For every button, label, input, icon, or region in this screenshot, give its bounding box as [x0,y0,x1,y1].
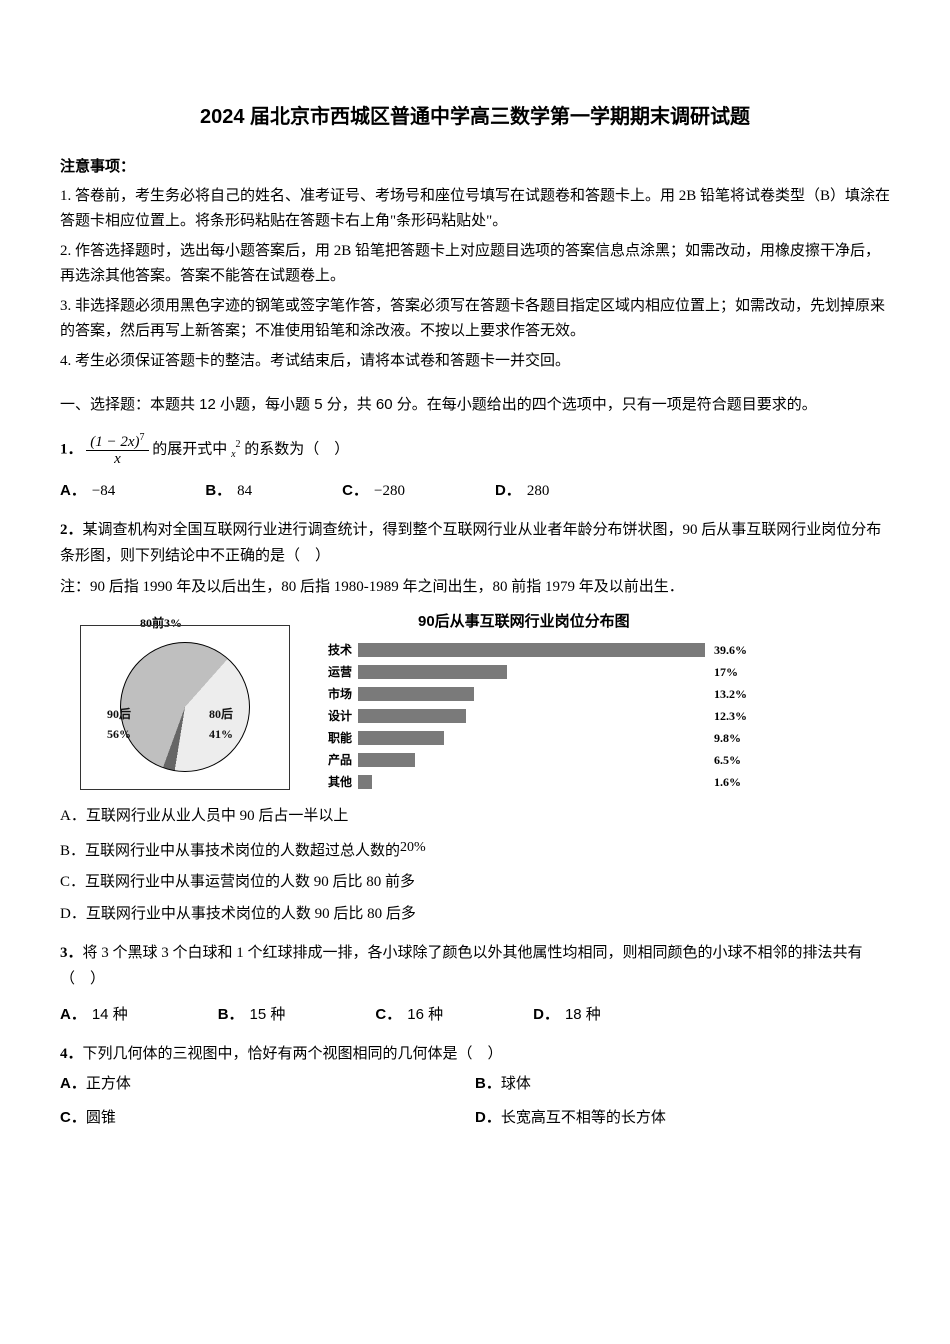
q4-opt-b: 球体 [501,1075,531,1092]
bar-row: 产品 6.5% [318,750,890,770]
opt-label: A． [60,478,86,504]
note-item: 1. 答卷前，考生务必将自己的姓名、准考证号、考场号和座位号填写在试题卷和答题卡… [60,184,890,235]
section-1-heading: 一、选择题：本题共 12 小题，每小题 5 分，共 60 分。在每小题给出的四个… [60,392,890,418]
bar-category: 技术 [318,640,358,660]
pie-chart: 80前3% 90后 56% 80后 41% [80,613,300,790]
bar-value: 17% [714,662,738,682]
q4-number: 4． [60,1046,83,1062]
bar-row: 其他 1.6% [318,772,890,792]
bar-category: 产品 [318,750,358,770]
bar-value: 39.6% [714,640,747,660]
question-4: 4．下列几何体的三视图中，恰好有两个视图相同的几何体是（ ） A．正方体 B．球… [60,1042,890,1131]
bar-fill [358,731,444,745]
q1-x2-base: x [231,449,235,460]
bar-title: 90后从事互联网行业岗位分布图 [418,609,890,635]
opt-label: C． [342,478,368,504]
bar-row: 职能 9.8% [318,728,890,748]
q2-charts: 80前3% 90后 56% 80后 41% 90后从事互联网行业岗位分布图 技术… [80,609,890,795]
q1-fraction: (1 − 2x)7 x [86,432,148,468]
note-item: 3. 非选择题必须用黑色字迹的钢笔或签字笔作答，答案必须写在答题卡各题目指定区域… [60,294,890,345]
bar-fill [358,643,705,657]
bar-fill [358,775,372,789]
q4-options: A．正方体 B．球体 C．圆锥 D．长宽高互不相等的长方体 [60,1071,890,1130]
q3-opt-d: 18 种 [565,1002,601,1028]
opt-label: B． [205,478,231,504]
q2-opt-d: D．互联网行业中从事技术岗位的人数 90 后比 80 后多 [60,902,890,928]
q4-opt-d: 长宽高互不相等的长方体 [501,1109,666,1126]
opt-label: A． [60,1002,86,1028]
q2-note: 注：90 后指 1990 年及以后出生，80 后指 1980-1989 年之间出… [60,579,684,595]
q1-mid: 的展开式中 [152,441,231,457]
bar-value: 6.5% [714,750,741,770]
q1-options: A． −84 B．84 C．−280 D． 280 [60,478,890,505]
q1-frac-den: x [86,451,148,468]
q3-opt-a: 14 种 [92,1002,128,1028]
q4-opt-a: 正方体 [86,1075,131,1092]
q2-opt-b: B．互联网行业中从事技术岗位的人数超过总人数的20% [60,836,890,865]
q3-opt-c: 16 种 [407,1002,443,1028]
bar-category: 市场 [318,684,358,704]
bar-category: 其他 [318,772,358,792]
page-title: 2024 届北京市西城区普通中学高三数学第一学期期末调研试题 [60,100,890,134]
q2-options: A．互联网行业从业人员中 90 后占一半以上 B．互联网行业中从事技术岗位的人数… [60,804,890,927]
opt-label: D． [495,478,521,504]
opt-label: D． [533,1002,559,1028]
bar-row: 设计 12.3% [318,706,890,726]
bar-chart: 90后从事互联网行业岗位分布图 技术 39.6% 运营 17% 市场 13.2% 设计 12.… [318,609,890,795]
opt-label: B． [218,1002,244,1028]
q2-opt-a: A．互联网行业从业人员中 90 后占一半以上 [60,804,890,830]
bar-fill [358,709,466,723]
q3-text: 将 3 个黑球 3 个白球和 1 个红球排成一排，各小球除了颜色以外其他属性均相… [60,945,863,987]
notes-label: 注意事项： [60,154,890,180]
note-item: 4. 考生必须保证答题卡的整洁。考试结束后，请将本试卷和答题卡一并交回。 [60,349,890,375]
q2-opt-c: C．互联网行业中从事运营岗位的人数 90 后比 80 前多 [60,870,890,896]
opt-label: C． [375,1002,401,1028]
q1-opt-d: 280 [527,479,550,505]
bar-row: 技术 39.6% [318,640,890,660]
q3-opt-b: 15 种 [250,1002,286,1028]
q1-opt-b: 84 [237,479,252,505]
bar-value: 1.6% [714,772,741,792]
bar-value: 9.8% [714,728,741,748]
question-1: 1． (1 − 2x)7 x 的展开式中 x2 的系数为（ ） A．−84 B．… [60,432,890,505]
q1-tail: 的系数为（ ） [244,441,349,457]
q2-text: 某调查机构对全国互联网行业进行调查统计，得到整个互联网行业从业者年龄分布饼状图，… [60,522,881,564]
exam-notes: 注意事项： 1. 答卷前，考生务必将自己的姓名、准考证号、考场号和座位号填写在试… [60,154,890,374]
question-3: 3．将 3 个黑球 3 个白球和 1 个红球排成一排，各小球除了颜色以外其他属性… [60,941,890,1028]
bar-category: 职能 [318,728,358,748]
q4-text: 下列几何体的三视图中，恰好有两个视图相同的几何体是（ ） [83,1046,503,1062]
bar-fill [358,687,474,701]
q1-number: 1． [60,441,83,457]
question-2: 2．某调查机构对全国互联网行业进行调查统计，得到整个互联网行业从业者年龄分布饼状… [60,518,890,927]
q2-number: 2． [60,522,83,538]
q1-opt-a: −84 [92,479,115,505]
bar-row: 市场 13.2% [318,684,890,704]
note-item: 2. 作答选择题时，选出每小题答案后，用 2B 铅笔把答题卡上对应题目选项的答案… [60,239,890,290]
q1-x2-sup: 2 [236,439,241,450]
pie-label-80: 80后 41% [209,704,233,745]
q3-number: 3． [60,945,83,961]
bar-fill [358,753,415,767]
bar-value: 13.2% [714,684,747,704]
bar-fill [358,665,507,679]
bar-row: 运营 17% [318,662,890,682]
bar-category: 运营 [318,662,358,682]
q4-opt-c: 圆锥 [86,1109,116,1126]
bar-value: 12.3% [714,706,747,726]
q1-frac-num: (1 − 2x) [90,434,139,450]
q1-opt-c: −280 [374,479,405,505]
bar-category: 设计 [318,706,358,726]
pie-label-90: 90后 56% [107,704,131,745]
q3-options: A．14 种 B．15 种 C．16 种 D．18 种 [60,1002,890,1028]
q1-frac-sup: 7 [140,432,145,443]
